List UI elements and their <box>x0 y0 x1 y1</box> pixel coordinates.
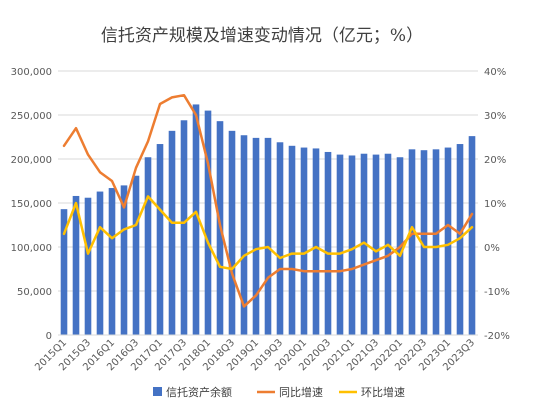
legend-label: 环比增速 <box>361 385 405 399</box>
series-line <box>62 195 474 271</box>
legend-label: 同比增速 <box>279 385 323 399</box>
bar <box>60 209 68 335</box>
bar <box>132 175 140 335</box>
right-tick-label: 30% <box>484 111 506 122</box>
bar-series <box>60 104 476 335</box>
bar <box>96 191 104 335</box>
bar <box>444 147 452 335</box>
bar <box>120 185 128 335</box>
right-tick-label: 40% <box>484 67 506 78</box>
bar <box>168 130 176 335</box>
bar <box>108 188 116 335</box>
bar <box>420 150 428 335</box>
bar <box>372 154 380 335</box>
bar <box>432 149 440 335</box>
bar <box>156 144 164 335</box>
bar <box>408 149 416 335</box>
left-tick-label: 50,000 <box>17 287 52 298</box>
bar <box>144 157 152 335</box>
bar <box>312 148 320 335</box>
left-tick-label: 100,000 <box>11 243 52 254</box>
left-tick-label: 200,000 <box>11 155 52 166</box>
right-y-axis: -20% -10% 0% 10% 20% 30% 40% <box>484 67 510 342</box>
legend-swatch <box>153 387 162 396</box>
line-series <box>62 93 474 308</box>
right-tick-label: 10% <box>484 199 506 210</box>
bar <box>276 142 284 335</box>
bar <box>240 135 248 335</box>
right-tick-label: -10% <box>484 287 510 298</box>
bar <box>348 155 356 335</box>
bar <box>192 104 200 335</box>
bar <box>360 153 368 335</box>
bar <box>324 151 332 335</box>
bar <box>252 137 260 335</box>
bar <box>300 147 308 335</box>
bar <box>204 110 212 335</box>
left-tick-label: 250,000 <box>11 111 52 122</box>
bar <box>228 130 236 335</box>
bar <box>336 154 344 335</box>
series-line <box>62 93 474 308</box>
left-tick-label: 300,000 <box>11 67 52 78</box>
bar <box>180 120 188 335</box>
bar <box>288 145 296 335</box>
right-tick-label: -20% <box>484 331 510 342</box>
bar <box>264 137 272 335</box>
right-tick-label: 20% <box>484 155 506 166</box>
chart-title: 信托资产规模及增速变动情况（亿元；%） <box>101 26 423 46</box>
bar <box>72 195 80 335</box>
left-tick-label: 150,000 <box>11 199 52 210</box>
bar <box>468 136 476 335</box>
left-tick-label: 0 <box>46 331 52 342</box>
x-axis: 2015Q12015Q32016Q12016Q32017Q12017Q32018… <box>33 334 478 373</box>
legend-label: 信托资产余额 <box>166 385 232 399</box>
bar <box>84 197 92 335</box>
legend: 信托资产余额 同比增速 环比增速 <box>153 385 405 399</box>
left-y-axis: 0 50,000 100,000 150,000 200,000 250,000 300,0… <box>11 67 52 342</box>
right-tick-label: 0% <box>484 243 500 254</box>
